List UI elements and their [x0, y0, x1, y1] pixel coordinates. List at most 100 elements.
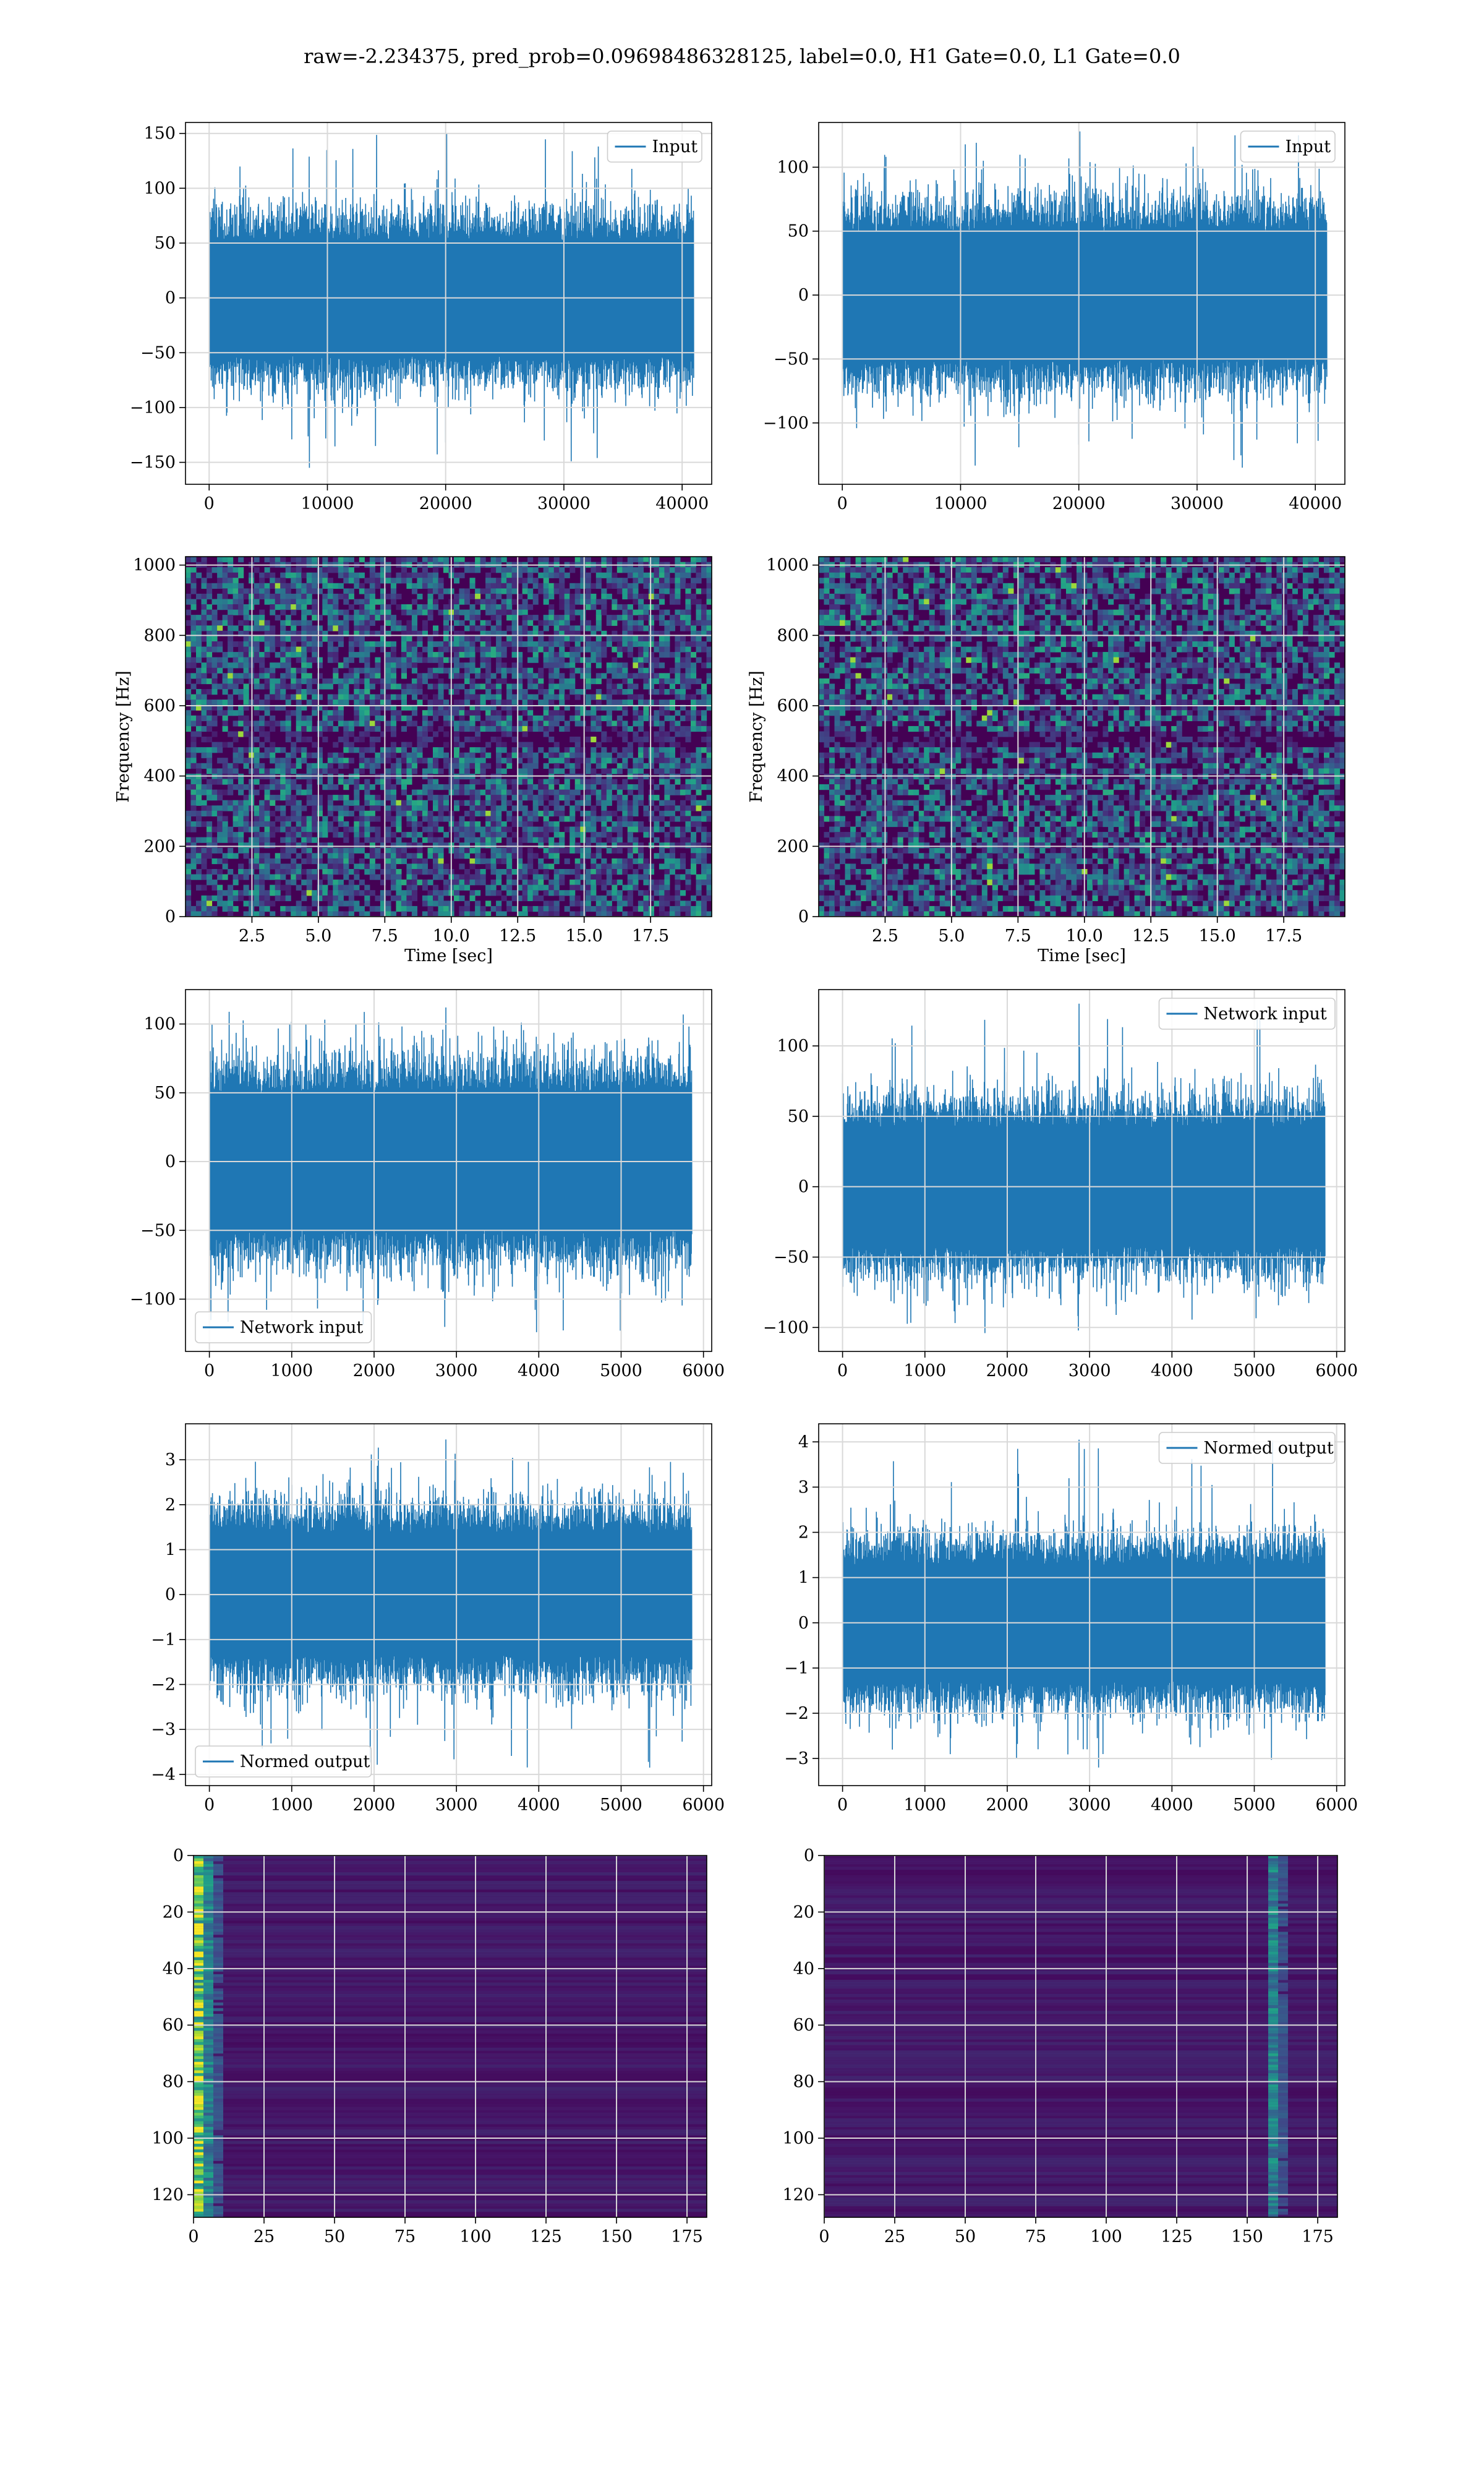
- heatmap-cell: [527, 758, 534, 764]
- heatmap-cell: [1176, 557, 1182, 563]
- heatmap-cell: [390, 615, 396, 621]
- heatmap-cell: [390, 583, 396, 589]
- heatmap-cell: [232, 731, 239, 737]
- heatmap-cell: [222, 593, 228, 600]
- heatmap-cell: [406, 805, 412, 811]
- heatmap-cell: [485, 789, 492, 795]
- heatmap-cell: [675, 641, 681, 648]
- heatmap-cell: [501, 895, 507, 901]
- heatmap-cell: [648, 657, 654, 663]
- heatmap-cell: [280, 789, 286, 795]
- heatmap-cell: [359, 890, 365, 896]
- heatmap-cell: [595, 625, 602, 631]
- heatmap-cell: [238, 599, 244, 605]
- heatmap-cell: [506, 826, 513, 833]
- heatmap-cell: [701, 847, 707, 854]
- heatmap-cell: [643, 858, 649, 865]
- heatmap-cell: [648, 652, 654, 658]
- heatmap-cell: [312, 625, 318, 631]
- heatmap-cell: [1113, 567, 1119, 573]
- heatmap-cell: [264, 630, 270, 636]
- heatmap-cell: [422, 715, 428, 721]
- heatmap-cell: [254, 583, 260, 589]
- heatmap-cell: [490, 578, 497, 584]
- heatmap-cell: [207, 630, 213, 636]
- heatmap-cell: [364, 863, 370, 870]
- heatmap-cell: [291, 604, 297, 610]
- heatmap-cell: [517, 742, 523, 748]
- heatmap-cell: [280, 636, 286, 642]
- heatmap-cell: [669, 593, 675, 600]
- heatmap-cell: [238, 747, 244, 753]
- heatmap-cell: [390, 678, 396, 685]
- heatmap-cell: [548, 837, 555, 843]
- heatmap-cell: [375, 758, 381, 764]
- heatmap-cell: [207, 710, 213, 716]
- heatmap-cell: [301, 673, 307, 679]
- heatmap-cell: [601, 800, 607, 806]
- heatmap-cell: [322, 763, 328, 769]
- heatmap-cell: [411, 704, 417, 711]
- heatmap-cell: [306, 821, 312, 828]
- heatmap-cell: [664, 789, 670, 795]
- heatmap-cell: [659, 768, 665, 774]
- heatmap-cell: [459, 821, 465, 828]
- heatmap-cell: [569, 768, 576, 774]
- heatmap-cell: [411, 557, 417, 563]
- heatmap-cell: [228, 567, 234, 573]
- heatmap-cell: [232, 641, 239, 648]
- heatmap-cell: [669, 588, 675, 594]
- heatmap-cell: [343, 890, 349, 896]
- heatmap-cell: [364, 821, 370, 828]
- heatmap-cell: [301, 911, 307, 917]
- heatmap-cell: [364, 816, 370, 822]
- heatmap-cell: [201, 609, 207, 615]
- heatmap-cell: [601, 599, 607, 605]
- heatmap-cell: [538, 842, 544, 849]
- heatmap-cell: [706, 884, 712, 891]
- heatmap-cell: [548, 604, 555, 610]
- heatmap-cell: [317, 588, 323, 594]
- heatmap-cell: [580, 567, 586, 573]
- heatmap-cell: [1039, 557, 1046, 563]
- heatmap-cell: [264, 721, 270, 727]
- heatmap-cell: [301, 641, 307, 648]
- heatmap-cell: [454, 742, 460, 748]
- heatmap-cell: [222, 662, 228, 669]
- heatmap-cell: [501, 847, 507, 854]
- heatmap-cell: [364, 689, 370, 695]
- heatmap-cell: [501, 800, 507, 806]
- heatmap-cell: [375, 599, 381, 605]
- heatmap-cell: [490, 704, 497, 711]
- heatmap-cell: [285, 795, 291, 801]
- heatmap-cell: [696, 636, 702, 642]
- heatmap-cell: [654, 758, 660, 764]
- heatmap-cell: [343, 911, 349, 917]
- heatmap-cell: [648, 689, 654, 695]
- heatmap-cell: [532, 826, 539, 833]
- heatmap-cell: [580, 911, 586, 917]
- heatmap-cell: [232, 588, 239, 594]
- heatmap-cell: [1313, 557, 1319, 563]
- heatmap-cell: [601, 911, 607, 917]
- heatmap-cell: [359, 842, 365, 849]
- heatmap-cell: [390, 805, 396, 811]
- heatmap-cell: [669, 863, 675, 870]
- heatmap-cell: [375, 874, 381, 880]
- heatmap-cell: [211, 837, 218, 843]
- heatmap-cell: [364, 652, 370, 658]
- heatmap-cell: [612, 572, 618, 578]
- heatmap-cell: [548, 646, 555, 653]
- heatmap-cell: [369, 583, 375, 589]
- heatmap-cell: [291, 826, 297, 833]
- heatmap-cell: [380, 911, 386, 917]
- heatmap-cell: [385, 683, 391, 690]
- heatmap-cell: [553, 911, 560, 917]
- heatmap-cell: [396, 816, 402, 822]
- heatmap-cell: [359, 758, 365, 764]
- heatmap-cell: [595, 901, 602, 907]
- heatmap-cell: [659, 826, 665, 833]
- heatmap-cell: [585, 768, 591, 774]
- heatmap-cell: [490, 715, 497, 721]
- heatmap-cell: [601, 731, 607, 737]
